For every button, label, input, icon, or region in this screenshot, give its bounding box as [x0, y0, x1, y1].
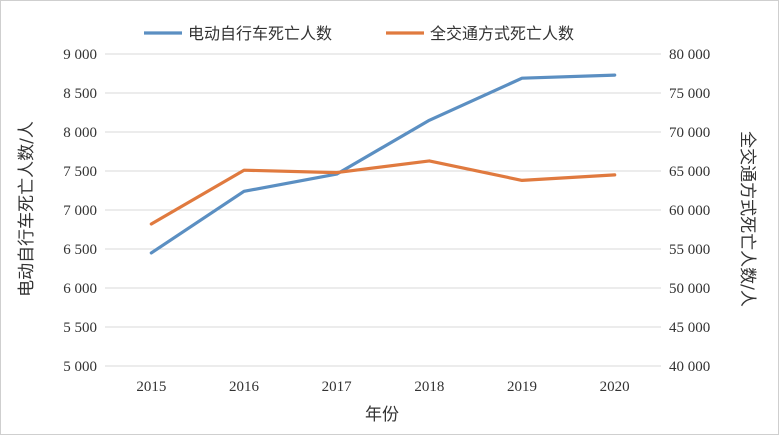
y-tick-label-right: 70 000 [669, 125, 710, 141]
series-line-all-traffic [149, 159, 617, 226]
legend: 电动自行车死亡人数 全交通方式死亡人数 [144, 24, 574, 43]
y-tick-label-right: 55 000 [669, 242, 710, 258]
y-tick-label-right: 75 000 [669, 86, 710, 102]
y-tick-label-right: 45 000 [669, 320, 710, 336]
y-tick-label-right: 60 000 [669, 203, 710, 219]
y-tick-label-right: 65 000 [669, 164, 710, 180]
x-tick-label: 2018 [414, 379, 444, 395]
y-tick-label-left: 6 500 [63, 242, 97, 258]
y-tick-label-right: 50 000 [669, 281, 710, 297]
y-tick-label-left: 7 500 [63, 164, 97, 180]
series-line-ebike [149, 73, 617, 255]
y-tick-label-left: 9 000 [63, 47, 97, 63]
y-tick-label-left: 5 500 [63, 320, 97, 336]
y-tick-label-left: 6 000 [63, 281, 97, 297]
gridlines [105, 53, 661, 367]
x-tick-label: 2017 [322, 379, 353, 395]
y-tick-label-right: 80 000 [669, 47, 710, 63]
x-axis-title: 年份 [365, 405, 399, 425]
y-tick-label-left: 7 000 [63, 203, 97, 219]
y-tick-label-left: 8 000 [63, 125, 97, 141]
y-tick-label-left: 5 000 [63, 359, 97, 375]
x-tick-label: 2020 [600, 379, 630, 395]
x-tick-label: 2015 [136, 379, 166, 395]
y-tick-label-right: 40 000 [669, 359, 710, 375]
legend-label-all-traffic: 全交通方式死亡人数 [430, 24, 574, 43]
y-axis-title-right: 全交通方式死亡人数/人 [737, 131, 757, 307]
x-tick-label: 2016 [229, 379, 260, 395]
y-tick-label-left: 8 500 [63, 86, 97, 102]
y-axis-title-left: 电动自行车死亡人数/人 [17, 121, 37, 297]
legend-label-ebike: 电动自行车死亡人数 [188, 24, 332, 43]
x-tick-label: 2019 [507, 379, 537, 395]
series-lines [149, 73, 617, 255]
axes: 5 000 40 000 5 500 45 000 6 000 50 000 6 500 55… [63, 47, 710, 395]
